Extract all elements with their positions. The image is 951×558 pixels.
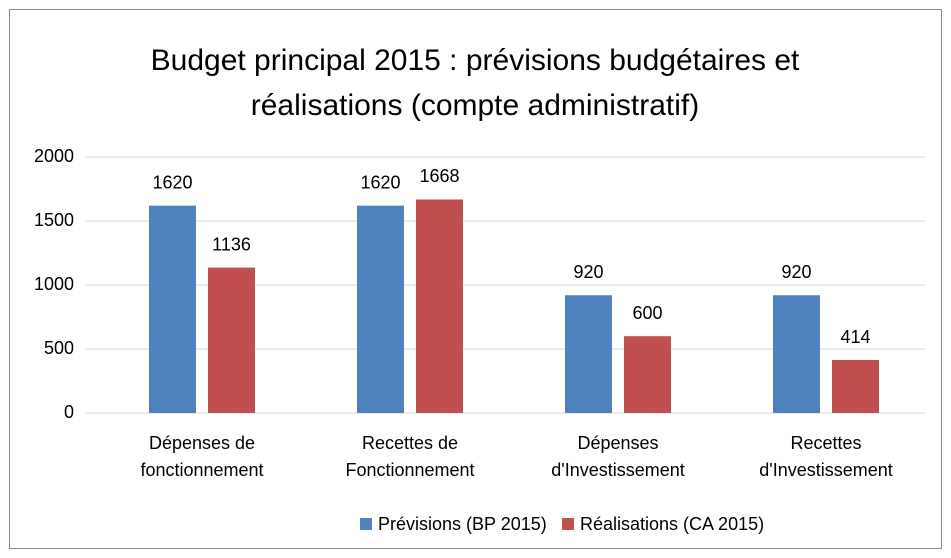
x-tick-label: Dépenses de [149, 433, 255, 453]
data-label: 1668 [419, 166, 459, 186]
data-label: 1620 [360, 172, 400, 192]
bar [357, 205, 404, 413]
bar [149, 205, 196, 413]
legend-label: Réalisations (CA 2015) [580, 514, 764, 534]
x-tick-label: d'Investissement [551, 460, 685, 480]
bar [208, 267, 255, 413]
legend-swatch [562, 518, 574, 530]
data-label: 600 [632, 303, 662, 323]
x-tick-label: Dépenses [577, 433, 658, 453]
bar [416, 199, 463, 413]
data-label: 414 [840, 327, 870, 347]
legend-label: Prévisions (BP 2015) [378, 514, 547, 534]
bar [565, 295, 612, 413]
chart-title: réalisations (compte administratif) [251, 89, 700, 122]
y-tick-label: 1500 [34, 210, 74, 230]
x-tick-label: Fonctionnement [345, 460, 474, 480]
bar [624, 336, 671, 413]
legend-swatch [360, 518, 372, 530]
data-label: 920 [573, 262, 603, 282]
bar [832, 360, 879, 413]
y-tick-label: 1000 [34, 274, 74, 294]
data-label: 920 [781, 262, 811, 282]
y-tick-label: 0 [64, 402, 74, 422]
data-label: 1620 [152, 172, 192, 192]
y-tick-label: 2000 [34, 146, 74, 166]
x-tick-label: fonctionnement [140, 460, 263, 480]
y-tick-label: 500 [44, 338, 74, 358]
chart-title: Budget principal 2015 : prévisions budgé… [151, 44, 800, 77]
x-tick-label: d'Investissement [759, 460, 893, 480]
data-label: 1136 [212, 234, 251, 254]
x-tick-label: Recettes [790, 433, 861, 453]
x-tick-label: Recettes de [362, 433, 458, 453]
bar [773, 295, 820, 413]
